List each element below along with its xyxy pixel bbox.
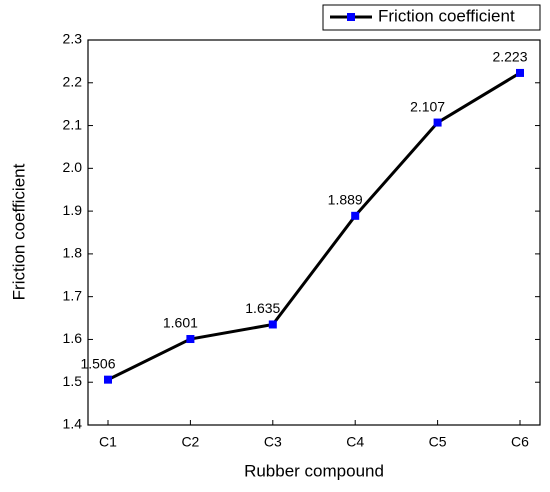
y-tick-label: 2.2 bbox=[63, 73, 83, 89]
marker bbox=[351, 211, 360, 220]
marker bbox=[186, 335, 195, 344]
x-tick-label: C4 bbox=[346, 434, 364, 450]
y-tick-label: 1.6 bbox=[63, 330, 83, 346]
data-label: 1.635 bbox=[245, 300, 280, 316]
y-axis-title: Friction coefficient bbox=[9, 163, 28, 300]
y-tick-label: 1.9 bbox=[63, 202, 83, 218]
data-label: 1.506 bbox=[80, 355, 115, 371]
y-tick-label: 2.3 bbox=[63, 31, 83, 47]
data-label: 2.223 bbox=[492, 49, 527, 65]
series-line bbox=[107, 71, 521, 382]
x-tick-label: C5 bbox=[429, 434, 447, 450]
plot-frame bbox=[87, 39, 541, 426]
marker bbox=[104, 375, 112, 384]
x-axis-title: Rubber compound bbox=[244, 461, 384, 480]
legend-label: Friction coefficient bbox=[378, 6, 515, 25]
marker bbox=[516, 68, 524, 77]
x-tick-label: C2 bbox=[181, 434, 199, 450]
x-tick-label: C3 bbox=[264, 434, 282, 450]
x-tick-label: C6 bbox=[511, 434, 529, 450]
x-tick-label: C1 bbox=[99, 434, 117, 450]
y-tick-label: 1.5 bbox=[63, 373, 83, 389]
y-tick-label: 1.4 bbox=[63, 416, 83, 432]
marker bbox=[433, 118, 442, 127]
legend-marker bbox=[347, 13, 355, 21]
data-label: 1.889 bbox=[328, 192, 363, 208]
y-tick-label: 2.1 bbox=[63, 116, 83, 132]
data-label: 2.107 bbox=[410, 98, 445, 114]
y-tick-label: 1.7 bbox=[63, 287, 83, 303]
data-label: 1.601 bbox=[163, 315, 198, 331]
y-tick-label: 2.0 bbox=[63, 159, 83, 175]
marker bbox=[268, 320, 277, 329]
y-tick-label: 1.8 bbox=[63, 245, 83, 261]
